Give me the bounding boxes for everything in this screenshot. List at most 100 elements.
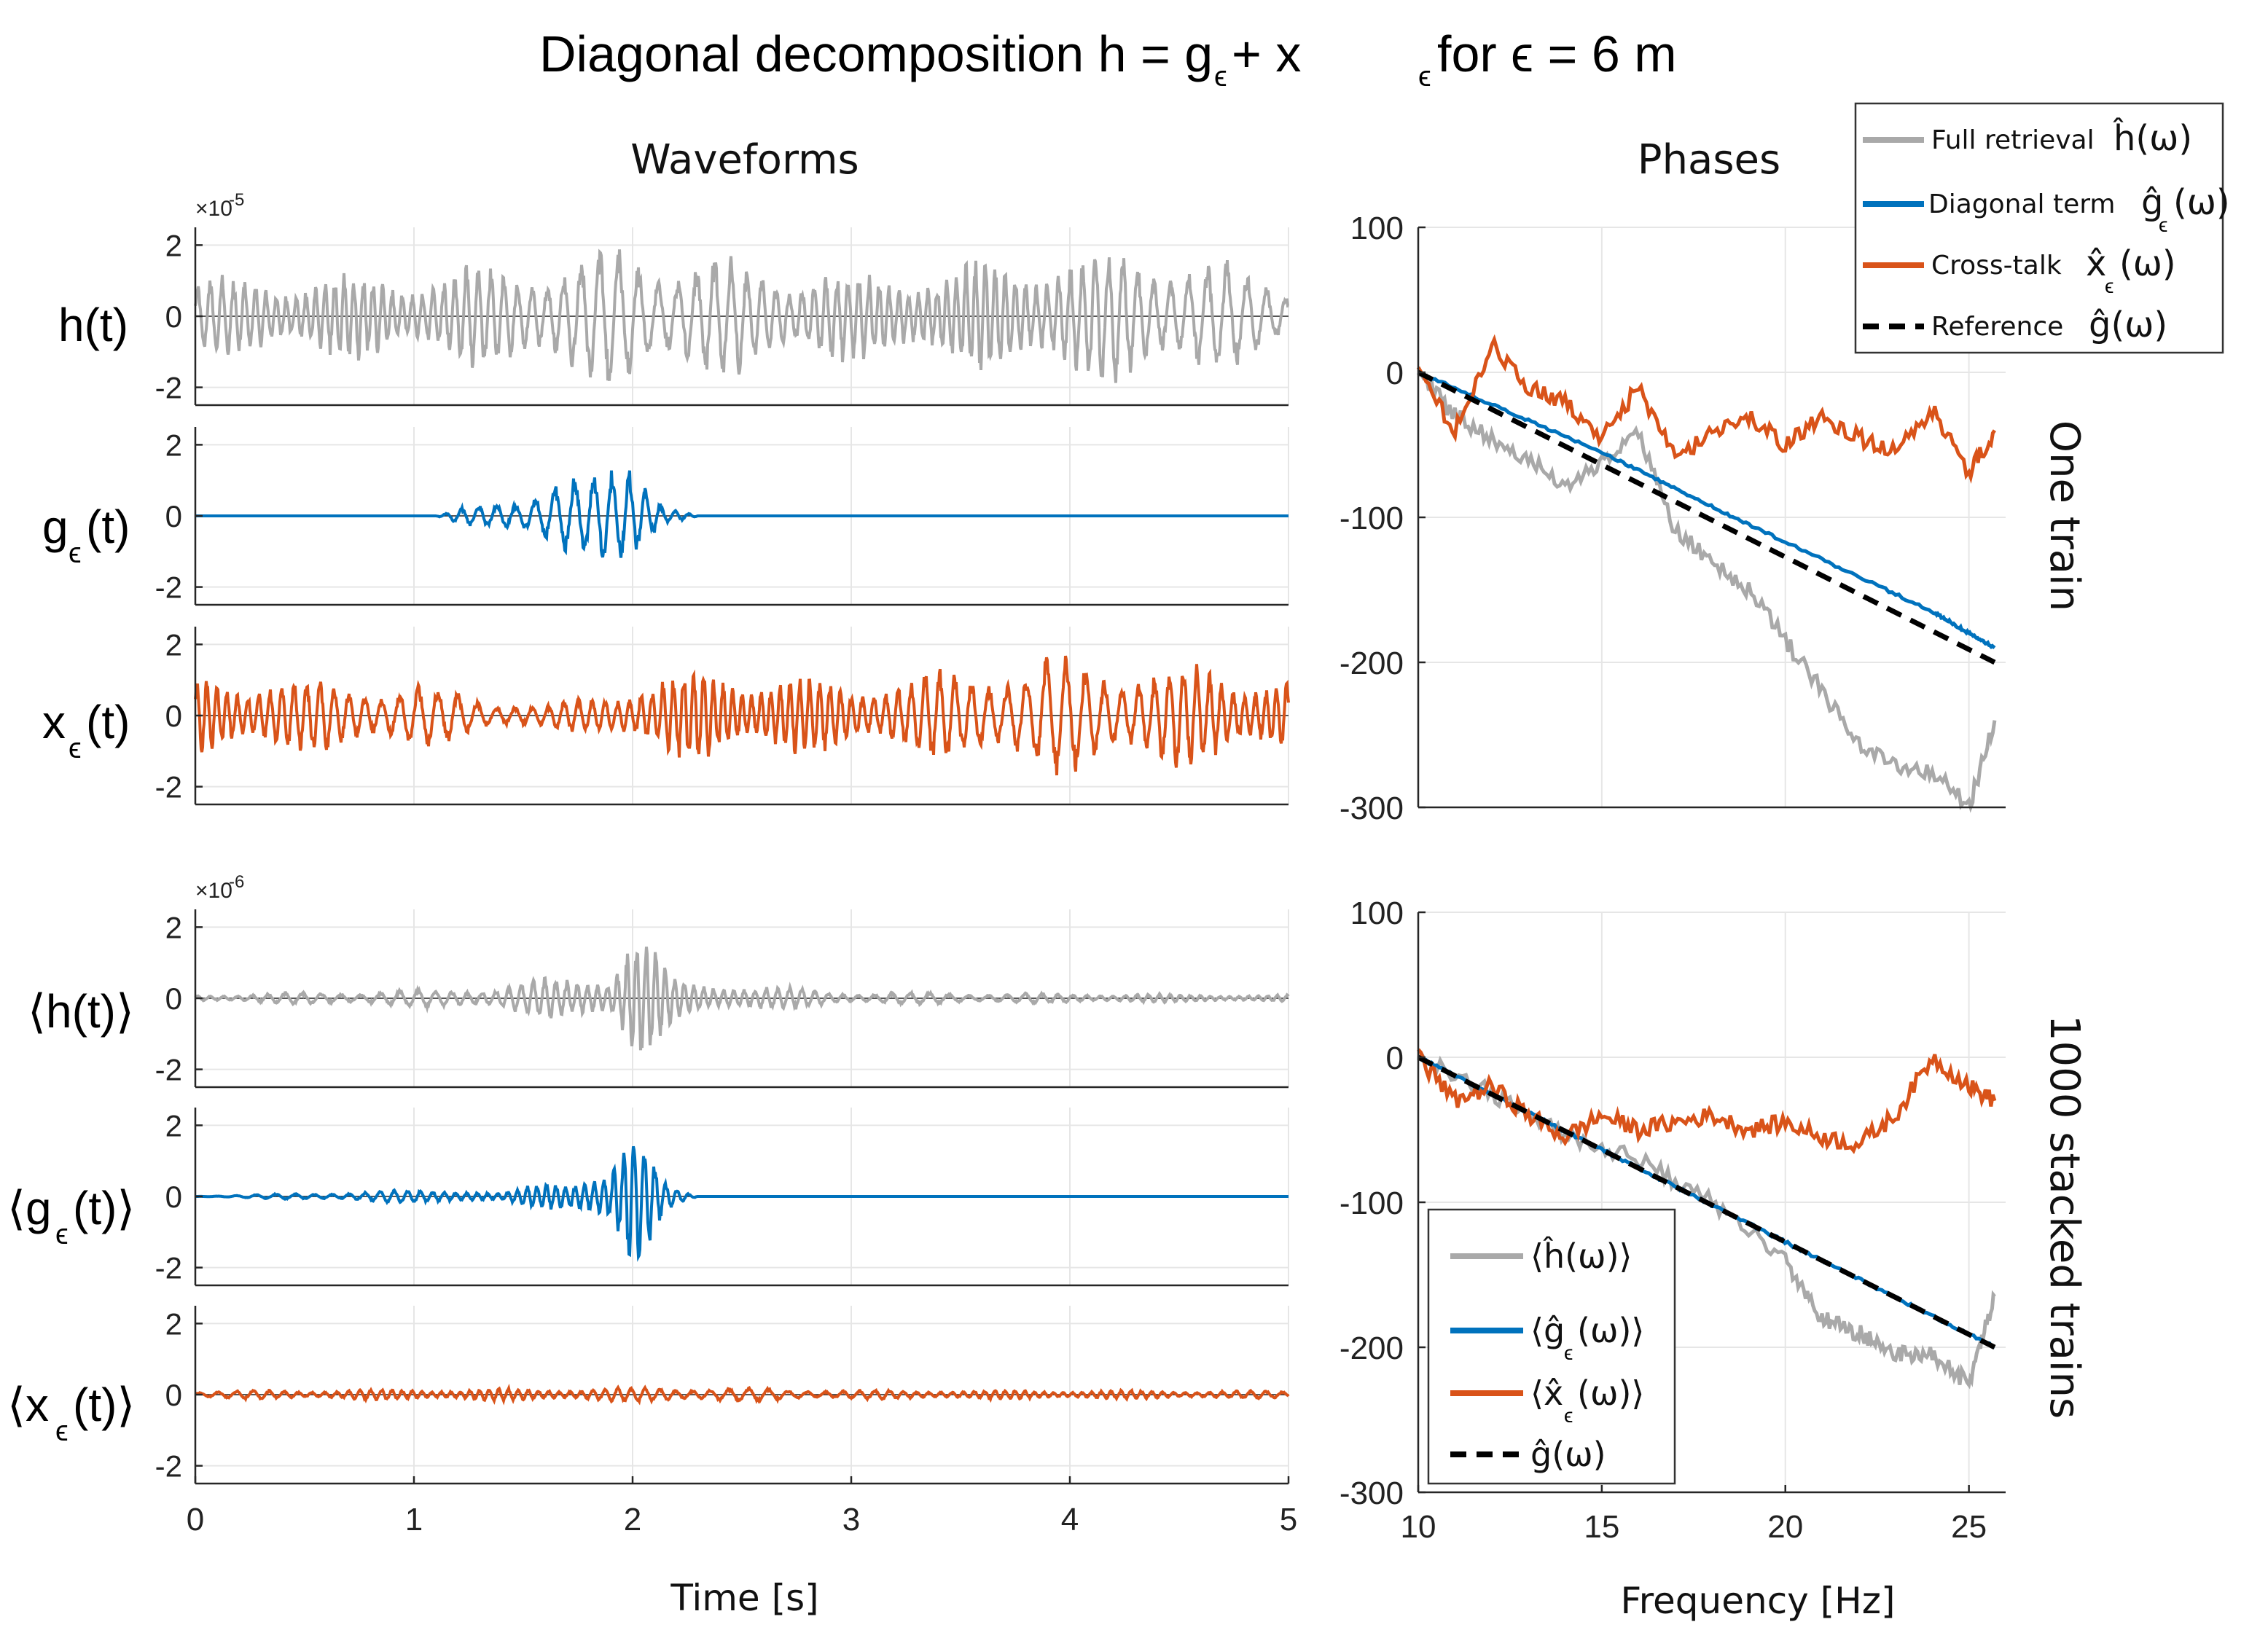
x-tick-label: 2	[624, 1502, 641, 1537]
phase-series-line	[1417, 1054, 1996, 1350]
svg-text:ϵ: ϵ	[1564, 1341, 1573, 1364]
waveform-panel: -2 0 2	[155, 627, 1290, 806]
row-label-h-avg: ⟨h(t)⟩	[28, 985, 134, 1038]
x-axis-label-time: Time [s]	[670, 1577, 818, 1619]
svg-text:Full retrieval: Full retrieval	[1931, 125, 2095, 155]
phase-series-line	[1417, 370, 1996, 650]
svg-text:ϵ: ϵ	[1214, 60, 1227, 93]
y-tick-label: -2	[155, 1053, 182, 1087]
legend-item-diagonal-term: Diagonal term ĝ ϵ (ω)	[1863, 182, 2230, 236]
figure-title: Diagonal decomposition h = g ϵ + x ϵ for…	[539, 26, 1677, 93]
waveform-line	[194, 655, 1290, 776]
svg-text:ϵ: ϵ	[55, 1415, 69, 1447]
side-label-stacked: 1000 stacked trains	[2041, 1015, 2088, 1419]
waveform-line	[194, 1383, 1290, 1406]
svg-text:×10: ×10	[195, 197, 232, 221]
row-label-g-avg: ⟨g ϵ (t)⟩	[7, 1182, 135, 1250]
svg-text:-6: -6	[229, 872, 244, 892]
x-tick-label: 25	[1951, 1509, 1987, 1545]
legend-item-reference: Reference ĝ(ω)	[1863, 305, 2167, 345]
legend-item-h-avg: ⟨ĥ(ω)⟩	[1450, 1237, 1632, 1276]
legend-top: Full retrieval ĥ(ω) Diagonal term ĝ ϵ (ω…	[1854, 102, 2230, 354]
svg-text:-5: -5	[229, 190, 244, 210]
svg-text:Diagonal term: Diagonal term	[1928, 189, 2115, 219]
waveform-line	[195, 470, 1289, 558]
waveforms-column-title: Waveforms	[630, 136, 859, 184]
row-label-x: x ϵ (t)	[42, 696, 130, 764]
x-tick-label: 0	[187, 1502, 204, 1537]
y-tick-label: -2	[155, 1449, 182, 1484]
y-tick-label: -200	[1340, 646, 1404, 681]
y-tick-label: -2	[155, 770, 182, 804]
waveform-panel: -2 0 2	[155, 427, 1289, 606]
x-tick-label: 3	[842, 1502, 860, 1537]
svg-text:ĝ: ĝ	[2141, 182, 2163, 223]
phase-series-line	[1417, 1051, 1996, 1390]
y-tick-label: -300	[1340, 791, 1404, 826]
legend-item-cross-talk: Cross-talk x̂ ϵ (ω)	[1863, 243, 2176, 297]
y-tick-label: 0	[165, 1378, 182, 1412]
exponent-label-bottom: ×10 -6	[195, 872, 244, 903]
svg-text:ϵ: ϵ	[55, 1218, 69, 1250]
waveform-line	[194, 248, 1289, 383]
svg-text:h(t): h(t)	[58, 299, 128, 351]
waveform-panel: -2 0 2	[155, 1108, 1289, 1287]
y-tick-label: 0	[165, 299, 182, 334]
svg-text:(t)⟩: (t)⟩	[73, 1182, 135, 1234]
x-tick-label: 20	[1767, 1509, 1803, 1545]
exponent-label-top: ×10 -5	[195, 190, 244, 221]
y-tick-label: 2	[165, 1108, 182, 1143]
waveform-panel: -2 0 2	[155, 227, 1289, 407]
y-tick-label: 0	[1386, 356, 1404, 391]
svg-text:(ω)⟩: (ω)⟩	[1577, 1311, 1644, 1350]
svg-text:Cross-talk: Cross-talk	[1931, 251, 2062, 281]
phase-series-line	[1417, 371, 1997, 813]
phase-series-line	[1417, 1048, 1997, 1155]
svg-text:⟨ĝ: ⟨ĝ	[1530, 1311, 1565, 1350]
y-tick-label: -2	[155, 371, 182, 405]
y-tick-label: -100	[1340, 501, 1404, 536]
svg-text:for ϵ = 6 m: for ϵ = 6 m	[1437, 26, 1677, 82]
svg-text:ϵ: ϵ	[1564, 1404, 1573, 1427]
svg-text:⟨x̂: ⟨x̂	[1530, 1374, 1563, 1413]
y-tick-label: 2	[165, 1306, 182, 1341]
y-tick-label: 100	[1350, 896, 1404, 931]
phase-panel: -300 -200 -100 0 100 10 15 20 25	[1340, 896, 2006, 1545]
svg-text:(t): (t)	[86, 696, 130, 748]
y-tick-label: -2	[155, 571, 182, 605]
phase-series-line	[1417, 369, 1996, 665]
y-tick-label: 0	[165, 1180, 182, 1214]
svg-text:ĝ(ω): ĝ(ω)	[2089, 305, 2167, 345]
y-tick-label: -300	[1340, 1476, 1404, 1511]
svg-text:x̂: x̂	[2086, 243, 2106, 284]
svg-text:⟨g: ⟨g	[7, 1182, 52, 1234]
svg-text:⟨h(t)⟩: ⟨h(t)⟩	[28, 985, 134, 1038]
waveform-panel: -2 0 2	[155, 909, 1290, 1089]
y-tick-label: 2	[165, 910, 182, 944]
row-label-h: h(t)	[58, 299, 128, 351]
legend-item-full-retrieval: Full retrieval ĥ(ω)	[1863, 117, 2192, 159]
svg-text:(ω): (ω)	[2173, 182, 2230, 223]
svg-text:ϵ: ϵ	[69, 732, 82, 764]
waveform-line	[194, 947, 1290, 1051]
y-tick-label: 0	[165, 699, 182, 733]
svg-text:(t): (t)	[86, 501, 130, 553]
legend-item-x-avg: ⟨x̂ ϵ (ω)⟩	[1450, 1374, 1644, 1427]
svg-text:ϵ: ϵ	[1418, 60, 1431, 93]
svg-text:+ x: + x	[1232, 26, 1301, 82]
svg-text:⟨ĥ(ω)⟩: ⟨ĥ(ω)⟩	[1530, 1237, 1632, 1276]
row-label-x-avg: ⟨x ϵ (t)⟩	[7, 1379, 135, 1447]
y-tick-label: 0	[165, 499, 182, 533]
svg-text:×10: ×10	[195, 879, 232, 903]
svg-text:(ω): (ω)	[2119, 243, 2176, 284]
legend-item-reference-bottom: ĝ(ω)	[1450, 1435, 1606, 1474]
svg-text:ϵ: ϵ	[69, 537, 82, 569]
x-tick-label: 15	[1584, 1509, 1619, 1545]
y-tick-label: 0	[1386, 1041, 1404, 1076]
x-tick-label: 1	[405, 1502, 423, 1537]
y-tick-label: 100	[1350, 211, 1404, 246]
side-label-one-train: One train	[2041, 420, 2088, 611]
y-tick-label: 2	[165, 428, 182, 462]
